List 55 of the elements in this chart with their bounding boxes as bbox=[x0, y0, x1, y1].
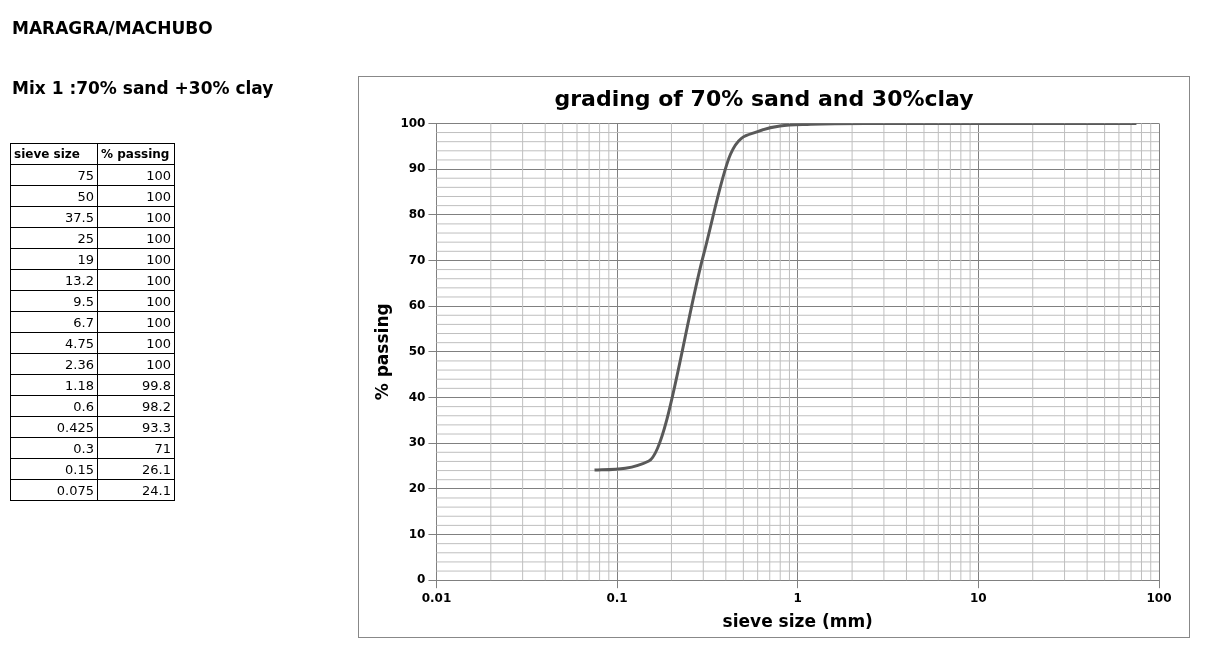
y-tick-label: 30 bbox=[408, 435, 426, 450]
y-tick-label: 10 bbox=[408, 526, 426, 541]
x-tick-label: 0.1 bbox=[606, 590, 628, 605]
x-axis-title: sieve size (mm) bbox=[722, 611, 873, 632]
category-label: 0.6 bbox=[10, 395, 98, 417]
y-tick-label: 40 bbox=[408, 389, 426, 404]
data-label: 99.8 bbox=[97, 374, 175, 396]
data-label: 100 bbox=[97, 206, 175, 228]
y-tick-label: 70 bbox=[408, 252, 426, 267]
y-axis-title: % passing bbox=[371, 303, 392, 401]
y-tick-label: 80 bbox=[408, 206, 426, 221]
data-label: 100 bbox=[97, 185, 175, 207]
category-label: 1.18 bbox=[10, 374, 98, 396]
data-label: 100 bbox=[97, 353, 175, 375]
chart-title: grading of 70% sand and 30%clay bbox=[554, 85, 974, 111]
y-tick-label: 20 bbox=[408, 480, 426, 495]
y-tick-label: 50 bbox=[408, 343, 426, 358]
y-tick-label: 100 bbox=[400, 115, 426, 130]
category-label: 37.5 bbox=[10, 206, 98, 228]
data-label: 100 bbox=[97, 248, 175, 270]
category-label: 6.7 bbox=[10, 311, 98, 333]
data-label: 71 bbox=[97, 437, 175, 459]
data-label: 100 bbox=[97, 227, 175, 249]
category-label: 0.075 bbox=[10, 479, 98, 501]
category-label: 0.15 bbox=[10, 458, 98, 480]
category-label: 9.5 bbox=[10, 290, 98, 312]
y-tick-label: 90 bbox=[408, 161, 426, 176]
data-label: 100 bbox=[97, 269, 175, 291]
category-label: 2.36 bbox=[10, 353, 98, 375]
y-tick-label: 0 bbox=[417, 572, 426, 587]
data-label: 26.1 bbox=[97, 458, 175, 480]
x-tick-label: 0.01 bbox=[421, 590, 452, 605]
category-label: 4.75 bbox=[10, 332, 98, 354]
category-label: 13.2 bbox=[10, 269, 98, 291]
category-label: 0.425 bbox=[10, 416, 98, 438]
data-label: 100 bbox=[97, 290, 175, 312]
category-label: 0.3 bbox=[10, 437, 98, 459]
text: MARAGRA/MACHUBO bbox=[12, 18, 213, 38]
data-label: 98.2 bbox=[97, 395, 175, 417]
data-label: 93.3 bbox=[97, 416, 175, 438]
category-label: 25 bbox=[10, 227, 98, 249]
category-label: 19 bbox=[10, 248, 98, 270]
data-label: 100 bbox=[97, 311, 175, 333]
y-tick-label: 60 bbox=[408, 298, 426, 313]
text: Mix 1 :70% sand +30% clay bbox=[12, 78, 274, 98]
x-tick-label: 100 bbox=[1146, 590, 1172, 605]
category-label: 50 bbox=[10, 185, 98, 207]
data-label: 24.1 bbox=[97, 479, 175, 501]
text: sieve size bbox=[10, 143, 98, 165]
data-label: 100 bbox=[97, 332, 175, 354]
x-tick-label: 1 bbox=[793, 590, 802, 605]
x-tick-label: 10 bbox=[970, 590, 987, 605]
data-label: 100 bbox=[97, 164, 175, 186]
category-label: 75 bbox=[10, 164, 98, 186]
text: % passing bbox=[97, 143, 175, 165]
